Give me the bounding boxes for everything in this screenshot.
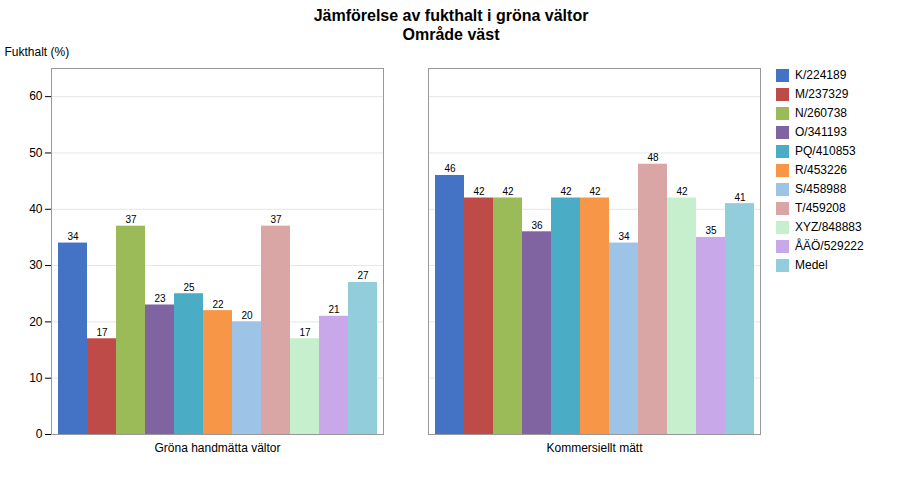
- svg-text:42: 42: [676, 186, 688, 197]
- svg-text:35: 35: [705, 226, 717, 237]
- svg-text:37: 37: [270, 215, 282, 226]
- html-text:PQ/410853: PQ/410853: [795, 144, 856, 159]
- svg-text:17: 17: [299, 327, 311, 338]
- svg-text:60: 60: [29, 90, 43, 104]
- svg-text:42: 42: [502, 186, 514, 197]
- html-text:S/458988: S/458988: [795, 182, 847, 197]
- svg-text:Fukthalt (%): Fukthalt (%): [5, 45, 70, 59]
- svg-text:42: 42: [560, 186, 572, 197]
- svg-text:42: 42: [473, 186, 485, 197]
- svg-text:42: 42: [589, 186, 601, 197]
- svg-text:46: 46: [444, 164, 456, 175]
- svg-text:48: 48: [647, 153, 659, 164]
- svg-text:20: 20: [29, 315, 43, 329]
- html-text:Medel: Medel: [795, 258, 828, 273]
- svg-text:23: 23: [154, 293, 166, 304]
- svg-text:36: 36: [531, 220, 543, 231]
- svg-text:40: 40: [29, 202, 43, 216]
- svg-text:50: 50: [29, 146, 43, 160]
- svg-text:10: 10: [29, 371, 43, 385]
- svg-text:0: 0: [36, 428, 43, 442]
- html-text:M/237329: M/237329: [795, 87, 849, 102]
- svg-text:Gröna handmätta vältor: Gröna handmätta vältor: [154, 441, 280, 455]
- svg-text:34: 34: [618, 231, 630, 242]
- svg-text:27: 27: [357, 271, 369, 282]
- svg-text:17: 17: [96, 327, 108, 338]
- html-text:T/459208: T/459208: [795, 201, 846, 216]
- svg-text:41: 41: [734, 192, 746, 203]
- svg-text:22: 22: [212, 299, 224, 310]
- svg-text:20: 20: [241, 310, 253, 321]
- html-text:R/453226: R/453226: [795, 163, 847, 178]
- svg-text:21: 21: [328, 305, 340, 316]
- svg-text:30: 30: [29, 259, 43, 273]
- html-text:Jämförelse av fukthalt i gröna: Jämförelse av fukthalt i gröna vältor Om…: [313, 7, 589, 44]
- html-text:O/341193: O/341193: [795, 125, 847, 140]
- svg-text:34: 34: [67, 231, 79, 242]
- svg-text:Kommersiellt mätt: Kommersiellt mätt: [546, 441, 643, 455]
- html-text:K/224189: K/224189: [795, 68, 847, 83]
- html-text:XYZ/848883: XYZ/848883: [795, 220, 862, 235]
- svg-text:25: 25: [183, 282, 195, 293]
- html-text:N/260738: N/260738: [795, 106, 847, 121]
- svg-text:37: 37: [125, 215, 137, 226]
- html-text:ÅÄÖ/529222: ÅÄÖ/529222: [795, 239, 864, 254]
